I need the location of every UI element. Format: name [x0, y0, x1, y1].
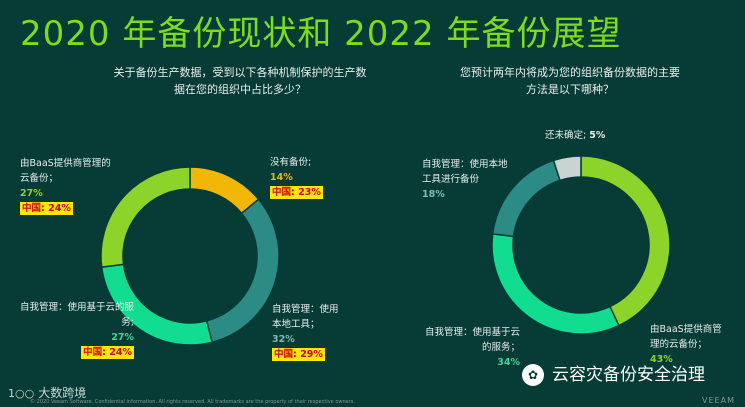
right-label-baas-text: 由BaaS提供商管理的云备份；	[650, 324, 722, 350]
right-label-undecided-text: 还未确定;	[545, 130, 587, 141]
right-label-baas: 由BaaS提供商管理的云备份； 43%	[650, 322, 730, 367]
right-label-cloudservice-value: 34%	[497, 357, 520, 368]
right-donut-slice-1	[491, 233, 620, 335]
right-label-local-value: 18%	[422, 189, 445, 200]
left-label-local-text: 自我管理：使用本地工具；	[272, 304, 339, 330]
brand-text-right: 云容灾备份安全治理	[552, 365, 705, 385]
left-label-nobackup: 没有备份; 14% 中国: 23%	[270, 155, 323, 200]
left-label-nobackup-china: 中国: 23%	[270, 186, 323, 199]
right-label-undecided: 还未确定; 5%	[545, 128, 605, 143]
right-label-local-text: 自我管理：使用本地工具进行备份	[422, 159, 508, 185]
left-label-nobackup-text: 没有备份;	[270, 157, 312, 168]
left-label-local-value: 32%	[272, 334, 295, 345]
left-label-baas-text: 由BaaS提供商管理的云备份；	[20, 158, 111, 184]
right-label-undecided-value: 5%	[589, 130, 606, 141]
brand-watermark-right: ✿ 云容灾备份安全治理	[522, 360, 705, 386]
right-label-local: 自我管理：使用本地工具进行备份 18%	[422, 157, 514, 202]
left-label-local-china: 中国: 29%	[272, 348, 325, 361]
right-donut-slice-0	[580, 155, 671, 327]
left-label-baas-value: 27%	[20, 188, 43, 199]
brand-watermark-left: 1○○ 大数跨境	[8, 384, 86, 401]
right-donut-slice-3	[552, 155, 582, 182]
left-donut-slice-0	[189, 166, 260, 215]
left-donut-slice-1	[205, 198, 280, 344]
right-label-cloudservice-text: 自我管理：使用基于云的服务；	[424, 327, 520, 353]
left-label-baas-china: 中国: 24%	[20, 202, 73, 215]
brand-logo-icon: 1○○	[8, 387, 35, 400]
right-label-baas-value: 43%	[650, 354, 673, 365]
page-title: 2020 年备份现状和 2022 年备份展望	[20, 14, 622, 54]
left-donut-chart	[100, 166, 280, 346]
left-question: 关于备份生产数据，受到以下各种机制保护的生产数据在您的组织中占比多少？	[113, 66, 367, 96]
veeam-logo: VEEAM	[702, 396, 735, 405]
right-donut-chart	[491, 155, 671, 335]
brand-text-left: 大数跨境	[38, 386, 87, 400]
copyright-footer: © 2020 Veeam Software. Confidential info…	[30, 399, 355, 405]
left-donut-slice-3	[100, 166, 191, 268]
left-label-baas: 由BaaS提供商管理的云备份； 27% 中国: 24%	[20, 156, 116, 216]
left-label-cloudservice-china: 中国: 24%	[81, 346, 134, 359]
left-label-cloudservice-text: 自我管理：使用基于云的服务;	[19, 302, 134, 328]
left-label-local: 自我管理：使用本地工具； 32% 中国: 29%	[272, 302, 342, 362]
wechat-icon: ✿	[522, 364, 544, 386]
left-label-cloudservice: 自我管理：使用基于云的服务; 27% 中国: 24%	[18, 300, 134, 360]
right-label-cloudservice: 自我管理：使用基于云的服务； 34%	[418, 325, 520, 370]
left-label-nobackup-value: 14%	[270, 172, 293, 183]
left-label-cloudservice-value: 27%	[111, 332, 134, 343]
right-question: 您预计两年内将成为您的组织备份数据的主要方法是以下哪种？	[460, 66, 680, 96]
